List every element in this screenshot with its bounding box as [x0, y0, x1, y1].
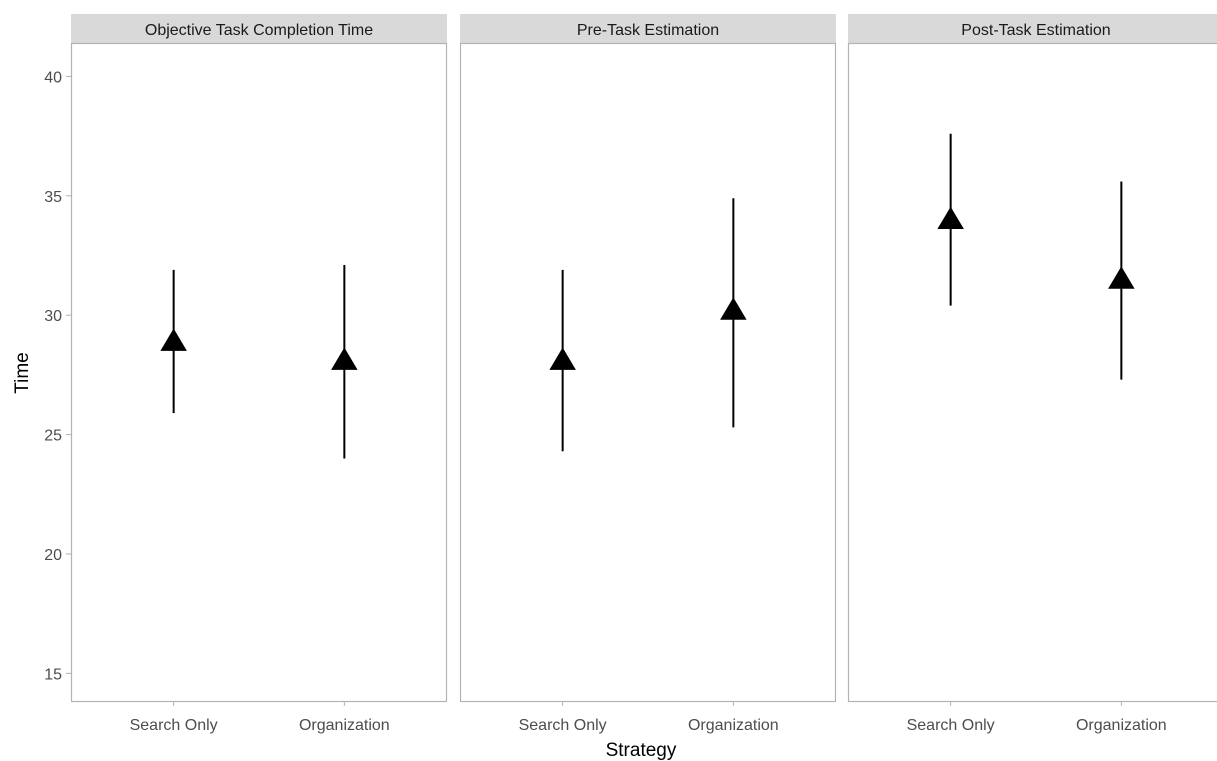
x-tick-label: Search Only: [130, 717, 218, 734]
mean-triangle-marker: [720, 297, 747, 320]
y-axis-title: Time: [12, 352, 33, 394]
panel-border: [459, 42, 837, 703]
mean-triangle-marker: [331, 347, 358, 370]
facet-title: Objective Task Completion Time: [145, 22, 373, 39]
facet-strip: [71, 14, 447, 43]
x-tick-label: Organization: [1076, 717, 1167, 734]
x-tick-label: Organization: [299, 717, 390, 734]
y-tick-label: 25: [44, 428, 62, 445]
y-tick-label: 40: [44, 69, 62, 86]
x-axis-title: Strategy: [606, 740, 677, 761]
mean-triangle-marker: [160, 328, 187, 351]
y-axis: 15 20 25 30 35 40: [44, 69, 71, 683]
facet-title: Pre-Task Estimation: [577, 22, 719, 39]
facet-strip: [460, 14, 836, 43]
y-tick-label: 20: [44, 547, 62, 564]
facet-panel: Objective Task Completion Time Search Onl…: [70, 14, 448, 734]
mean-triangle-marker: [937, 206, 964, 230]
y-tick-label: 15: [44, 666, 62, 683]
panels: Objective Task Completion Time Search Onl…: [70, 14, 1217, 734]
x-tick-label: Search Only: [519, 717, 607, 734]
mean-triangle-marker: [549, 347, 576, 370]
y-tick-label: 30: [44, 308, 62, 325]
y-tick-label: 35: [44, 189, 62, 206]
panel-border: [847, 42, 1217, 703]
x-tick-label: Organization: [688, 717, 779, 734]
facet-panel: Post-Task Estimation Search Only Organizat…: [847, 14, 1217, 734]
facet-strip: [848, 14, 1217, 43]
mean-triangle-marker: [1108, 266, 1135, 289]
facet-panel: Pre-Task Estimation Search Only Organizati…: [459, 14, 837, 734]
x-tick-label: Search Only: [907, 717, 995, 734]
panel-border: [70, 42, 448, 703]
facet-title: Post-Task Estimation: [961, 22, 1110, 39]
